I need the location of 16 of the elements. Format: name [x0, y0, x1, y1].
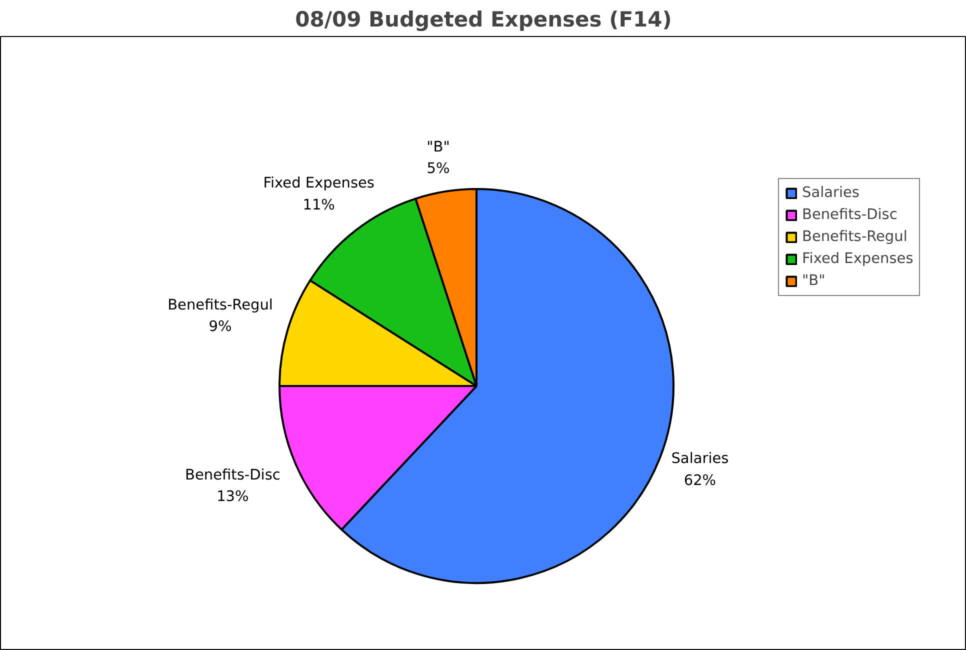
data-label: 5% [426, 161, 450, 178]
slice-label: Benefits-Disc [185, 467, 280, 484]
slice-label: Benefits-Regul [168, 297, 273, 314]
slice-label: Fixed Expenses [263, 176, 374, 192]
chart-title: 08/09 Budgeted Expenses (F14) [295, 8, 672, 32]
legend-label: Benefits-Regul [802, 229, 908, 245]
legend-label: Salaries [802, 185, 860, 201]
legend-label: "B" [802, 273, 826, 289]
slice-label: Salaries [671, 451, 729, 468]
data-label: 9% [208, 319, 232, 336]
legend-label: Fixed Expenses [802, 251, 914, 267]
data-label: 13% [216, 489, 249, 506]
slice-label: "B" [426, 139, 450, 156]
data-label: 62% [684, 472, 716, 489]
legend-label: Benefits-Disc [802, 207, 898, 223]
data-label: 11% [302, 197, 335, 214]
